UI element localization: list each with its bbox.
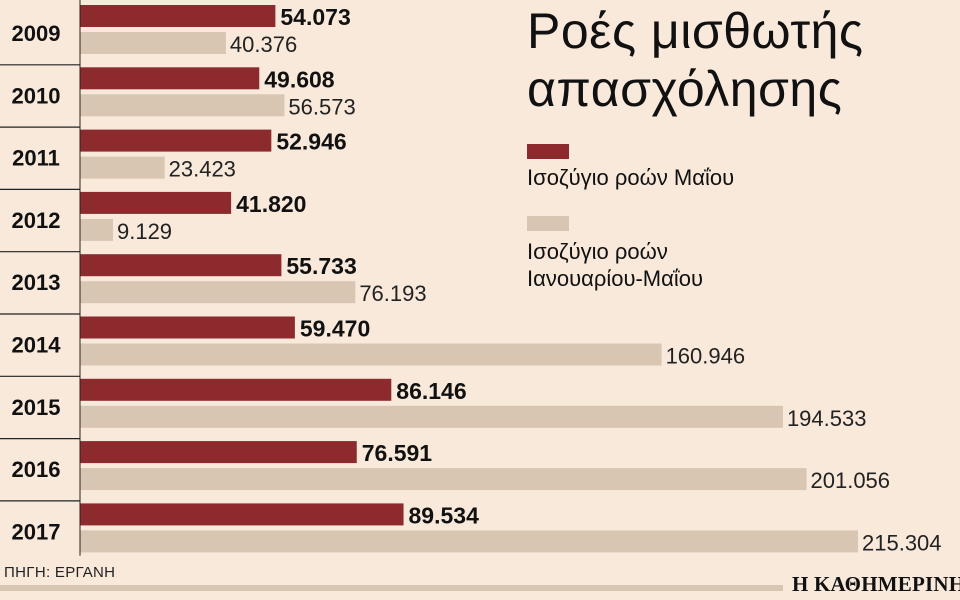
year-label: 2011 [12,146,60,171]
legend-label-may: Ισοζύγιο ροών Μαΐου [527,164,734,191]
value-label-may: 89.534 [409,502,480,528]
value-label-may: 59.470 [300,316,370,342]
year-label: 2017 [12,519,61,544]
bar-jan-may [80,468,807,491]
value-label-may: 55.733 [286,253,356,279]
bar-jan-may [80,405,783,428]
year-label: 2015 [12,395,61,420]
year-label: 2010 [12,83,61,108]
value-label-jan-may: 23.423 [169,157,236,182]
bar-may [80,129,272,152]
chart-title: Ροές μισθωτής απασχόλησης [527,2,864,118]
value-label-may: 41.820 [236,191,306,217]
bar-jan-may [80,32,226,54]
bar-may [80,5,276,27]
bar-may [80,191,232,214]
bar-may [80,503,404,526]
value-label-jan-may: 76.193 [359,281,426,306]
footer-rule [0,585,783,591]
value-label-jan-may: 201.056 [811,468,891,493]
legend-label-jan-may-line-2: Ιανουαρίου-Μαΐου [527,266,704,291]
publisher-logo-text: Η ΚΑΘΗΜΕΡΙΝΗ [792,572,960,596]
legend-swatch-may [527,144,569,159]
bar-may [80,254,282,277]
legend-label-jan-may: Ισοζύγιο ροών Ιανουαρίου-Μαΐου [527,238,703,292]
legend-label-may-line-1: Ισοζύγιο ροών Μαΐου [527,165,735,190]
value-label-jan-may: 215.304 [862,530,942,555]
bar-may [80,67,260,90]
bar-jan-may [80,530,858,553]
source-note: ΠΗΓΗ: ΕΡΓΑΝΗ [4,564,116,581]
year-label: 2014 [12,333,62,358]
value-label-jan-may: 40.376 [230,32,297,57]
bar-jan-may [80,94,285,117]
value-label-may: 49.608 [264,66,335,92]
bar-jan-may [80,156,165,179]
value-label-may: 54.073 [280,4,350,30]
value-label-jan-may: 9.129 [117,219,172,244]
value-label-may: 52.946 [276,129,346,155]
value-label-may: 86.146 [396,378,466,404]
year-label: 2016 [12,457,61,482]
year-label: 2013 [12,270,61,295]
value-label-jan-may: 160.946 [666,344,746,369]
bar-may [80,441,357,464]
value-label-jan-may: 194.533 [787,406,867,431]
value-label-jan-may: 56.573 [288,94,355,119]
chart-title-line-2: απασχόλησης [527,61,843,117]
legend-swatch-jan-may [527,216,569,231]
year-label: 2012 [12,208,61,233]
year-label: 2009 [12,21,61,46]
bar-may [80,378,392,401]
value-label-may: 76.591 [362,440,433,466]
bar-jan-may [80,218,113,241]
bar-jan-may [80,343,662,366]
bar-jan-may [80,281,356,304]
legend-label-jan-may-line-1: Ισοζύγιο ροών [527,239,668,264]
bar-may [80,316,295,339]
chart-title-line-1: Ροές μισθωτής [527,3,864,59]
